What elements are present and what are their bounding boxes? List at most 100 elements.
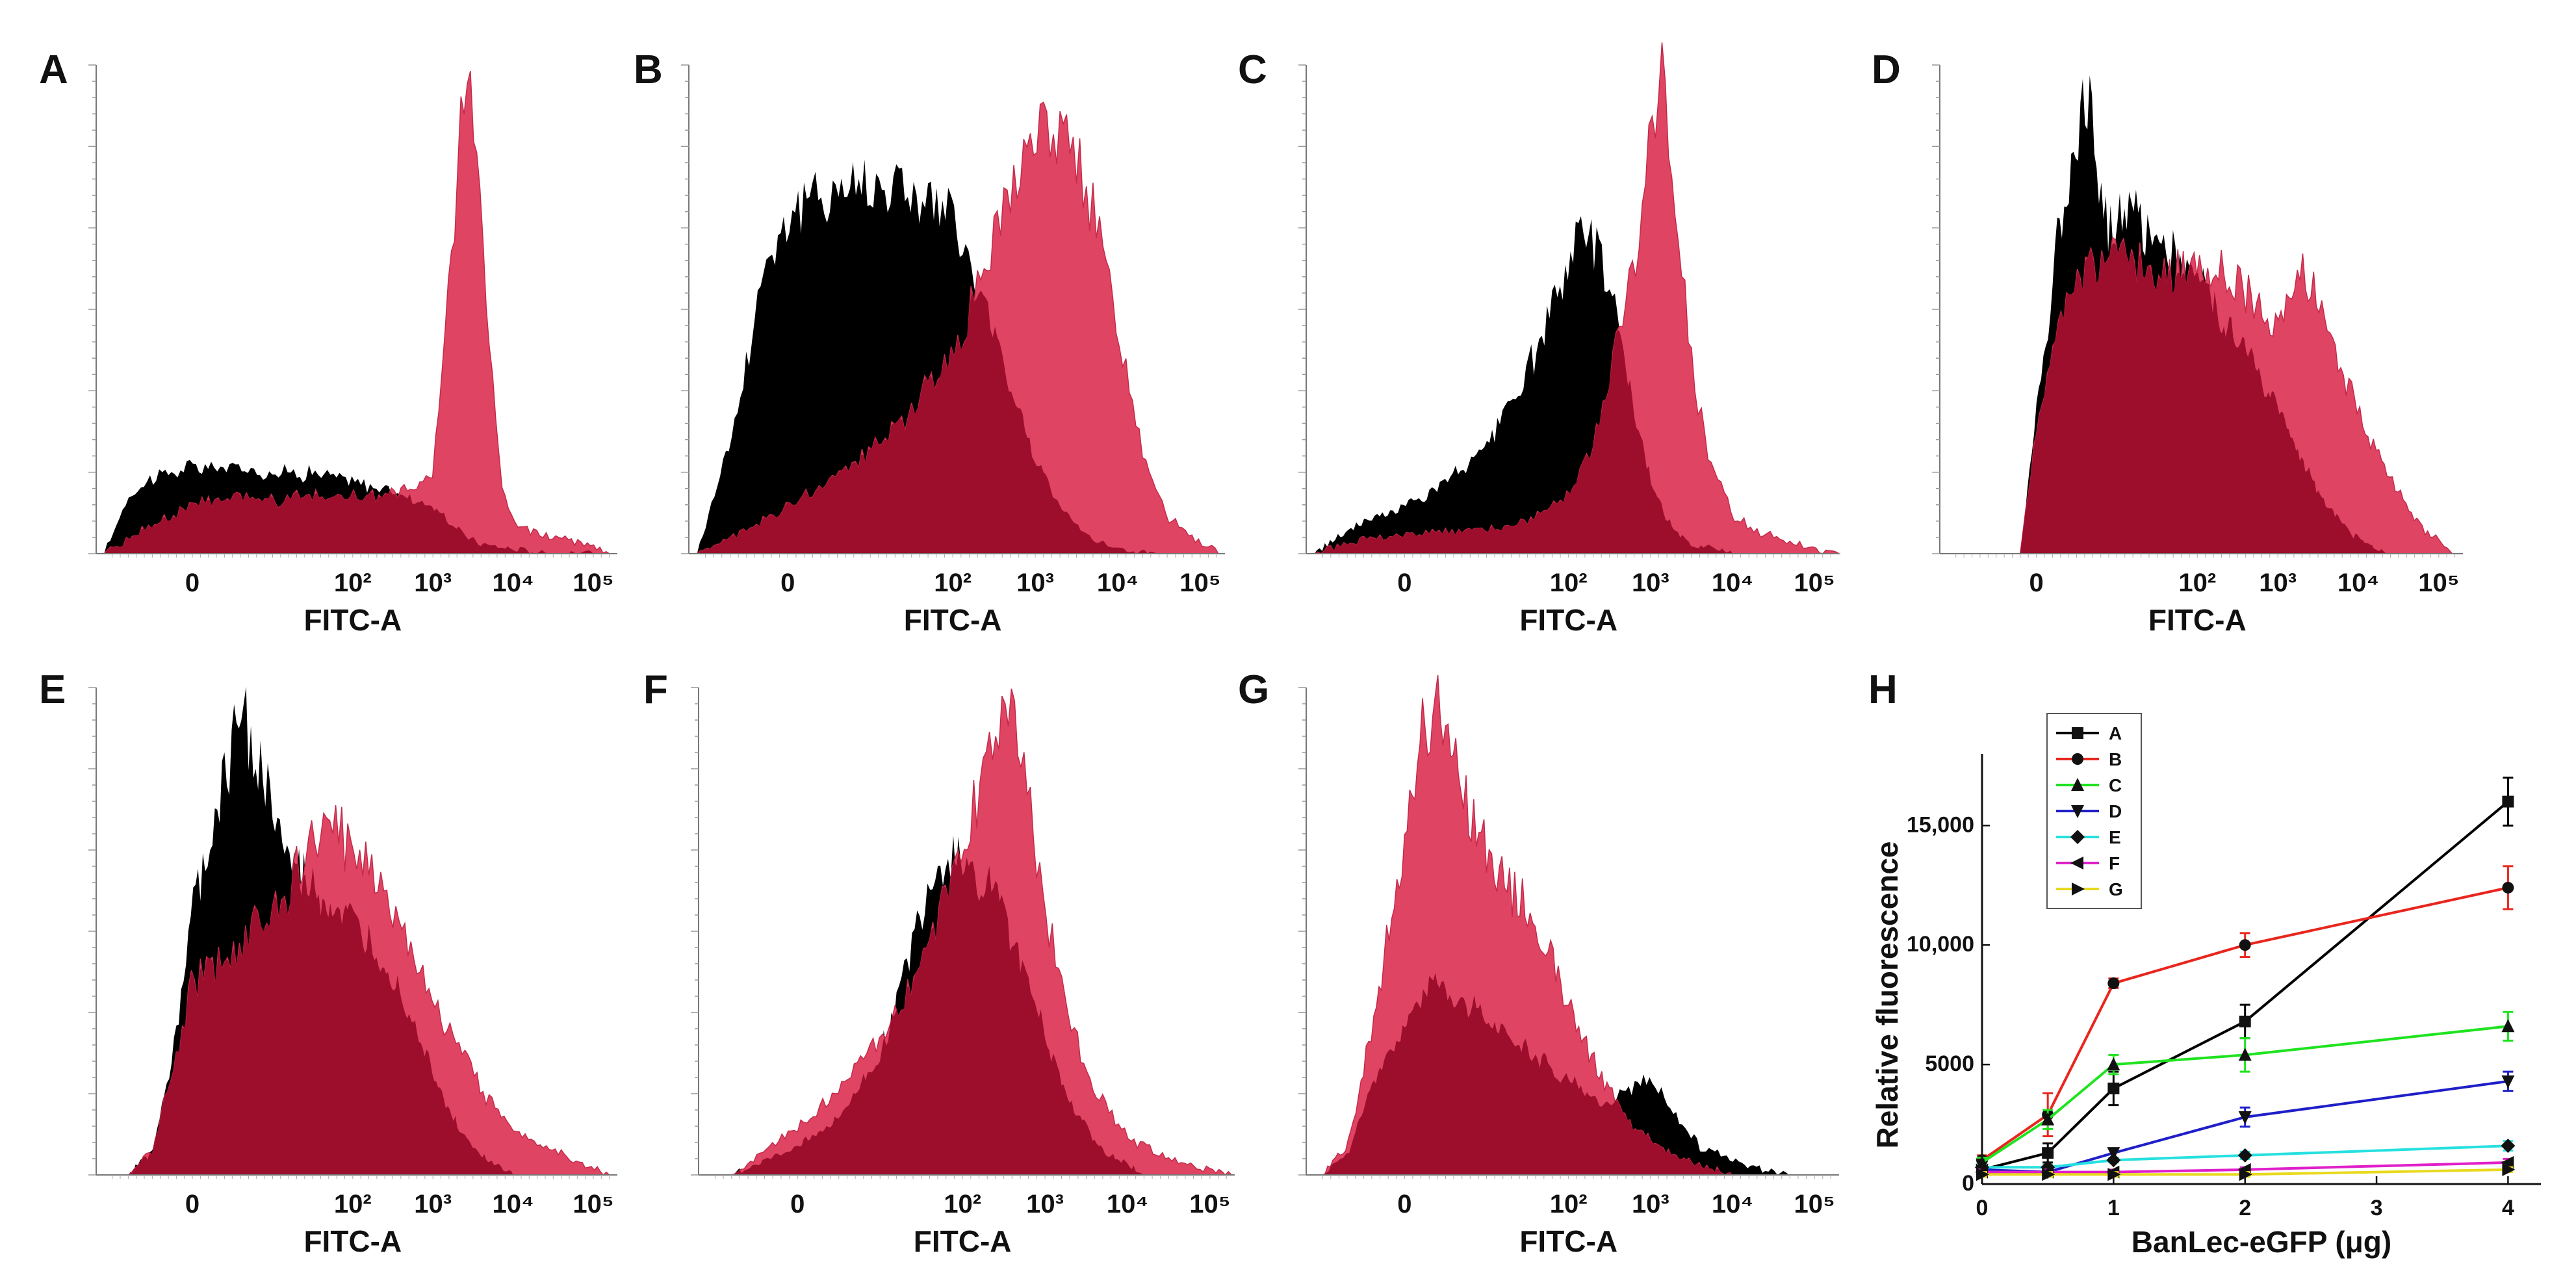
x-axis-label: FITC-A — [303, 603, 402, 637]
data-point-marker — [2501, 1075, 2515, 1088]
series-g — [1976, 1163, 2516, 1181]
histogram-overlap-area — [1322, 973, 1732, 1175]
y-axis-label: Relative fluorescence — [1870, 841, 1904, 1148]
x-tick-label: 10⁵ — [573, 569, 613, 597]
histogram-panel-c: 0 10² 10³ 10⁴ 10⁵ FITC-A C — [1238, 42, 1841, 637]
x-tick-label: 0 — [1397, 1190, 1411, 1218]
data-point-marker — [2107, 1057, 2120, 1071]
x-axis-label: FITC-A — [904, 603, 1002, 637]
x-tick-label: 10² — [1550, 569, 1588, 597]
legend-label: A — [2109, 723, 2122, 743]
y-tick-label: 15,000 — [1907, 812, 1974, 837]
x-tick-label: 10⁵ — [573, 1190, 613, 1218]
x-tick-label: 10³ — [1016, 569, 1054, 597]
data-point-marker — [2072, 753, 2083, 765]
data-point-marker — [2239, 1168, 2252, 1181]
x-tick-label: 0 — [1397, 569, 1411, 597]
x-tick-label: 10⁵ — [1794, 1190, 1835, 1218]
x-tick-label: 10⁴ — [492, 1190, 534, 1218]
x-tick-label: 3 — [2371, 1196, 2383, 1220]
x-axis-label: BanLec-eGFP (μg) — [2132, 1225, 2391, 1259]
histogram-panel-g: 0 10² 10³ 10⁴ 10⁵ FITC-A G — [1238, 667, 1839, 1258]
x-tick-label: 10³ — [1632, 569, 1669, 597]
x-tick-label: 10⁵ — [1189, 1190, 1230, 1218]
data-point-marker — [2238, 1111, 2252, 1125]
histogram-panel-a: 0 10² 10³ 10⁴ 10⁵ FITC-A A — [39, 47, 617, 637]
data-point-marker — [2071, 778, 2084, 791]
panel-label: H — [1868, 667, 1898, 712]
panel-label: E — [39, 667, 66, 712]
x-tick-label: 0 — [780, 569, 795, 597]
data-point-marker — [2041, 1112, 2055, 1126]
y-tick-label: 10,000 — [1907, 932, 1974, 957]
x-axis-label: FITC-A — [2148, 603, 2247, 637]
x-tick-label: 10³ — [414, 1190, 452, 1218]
x-tick-label: 10³ — [1632, 1190, 1669, 1218]
panel-label: G — [1238, 667, 1269, 712]
histogram-panel-e: 0 10² 10³ 10⁴ 10⁵ FITC-A E — [39, 667, 617, 1258]
x-tick-label: 10⁵ — [2418, 569, 2459, 597]
data-point-marker — [2107, 977, 2120, 990]
data-point-marker — [2501, 1139, 2516, 1153]
series-d — [1976, 1070, 2515, 1179]
x-tick-label: 10³ — [2259, 569, 2297, 597]
data-point-marker — [2502, 1163, 2516, 1176]
x-tick-label: 10⁵ — [1794, 569, 1835, 597]
legend-label: C — [2109, 775, 2122, 795]
data-point-marker — [2502, 795, 2514, 808]
series-a — [1976, 777, 2514, 1176]
data-point-marker — [2501, 1155, 2514, 1169]
data-point-marker — [2238, 1048, 2252, 1061]
histogram-panel-d: 0 10² 10³ 10⁴ 10⁵ FITC-A D — [1872, 47, 2463, 637]
x-tick-label: 10² — [2178, 569, 2216, 597]
x-tick-label: 10² — [334, 569, 372, 597]
data-point-marker — [2071, 805, 2084, 818]
data-point-marker — [2239, 939, 2251, 951]
data-point-marker — [1976, 1168, 1989, 1181]
histogram-sample-area — [695, 101, 1225, 554]
series-e — [1975, 1139, 2516, 1175]
legend-label: E — [2109, 827, 2121, 847]
x-axis-label: FITC-A — [303, 1224, 402, 1258]
x-tick-label: 0 — [185, 569, 200, 597]
data-point-marker — [2070, 830, 2085, 844]
panel-label: A — [39, 47, 68, 92]
x-tick-label: 10⁴ — [1712, 569, 1753, 597]
x-tick-label: 10² — [934, 569, 972, 597]
data-point-marker — [2502, 881, 2514, 894]
panel-label: F — [643, 667, 668, 712]
histogram-overlap-area — [731, 851, 1144, 1175]
x-tick-label: 10⁴ — [2338, 569, 2379, 597]
x-tick-label: 1 — [2107, 1196, 2120, 1220]
legend-label: F — [2109, 853, 2120, 873]
x-tick-label: 0 — [1976, 1196, 1989, 1220]
legend-label: B — [2109, 749, 2122, 769]
x-tick-label: 10⁴ — [1107, 1190, 1148, 1218]
histogram-panel-f: 0 10² 10³ 10⁴ 10⁵ FITC-A F — [643, 667, 1235, 1258]
histogram-panel-b: 0 10² 10³ 10⁴ 10⁵ FITC-A B — [634, 47, 1225, 637]
panel-label: D — [1872, 47, 1901, 92]
data-point-marker — [2106, 1153, 2121, 1168]
x-tick-label: 10³ — [1026, 1190, 1064, 1218]
x-tick-label: 0 — [790, 1190, 805, 1218]
x-tick-label: 10⁵ — [1179, 569, 1220, 597]
x-tick-label: 10² — [1550, 1190, 1588, 1218]
data-point-marker — [2239, 1015, 2251, 1027]
data-point-marker — [2072, 882, 2085, 895]
y-tick-label: 5000 — [1925, 1051, 1974, 1076]
histogram-overlap-area — [1314, 329, 1732, 554]
data-point-marker — [2501, 1019, 2515, 1033]
x-tick-label: 0 — [185, 1190, 200, 1218]
x-tick-label: 10² — [334, 1190, 372, 1218]
panel-label: C — [1238, 47, 1267, 92]
data-point-marker — [2107, 1082, 2120, 1094]
x-tick-label: 2 — [2239, 1196, 2251, 1220]
x-tick-label: 0 — [2029, 569, 2043, 597]
panel-label: B — [634, 47, 663, 92]
data-point-marker — [2107, 1168, 2121, 1181]
data-point-marker — [2237, 1148, 2252, 1163]
histogram-overlap-area — [697, 290, 1159, 554]
data-point-marker — [2042, 1147, 2054, 1159]
